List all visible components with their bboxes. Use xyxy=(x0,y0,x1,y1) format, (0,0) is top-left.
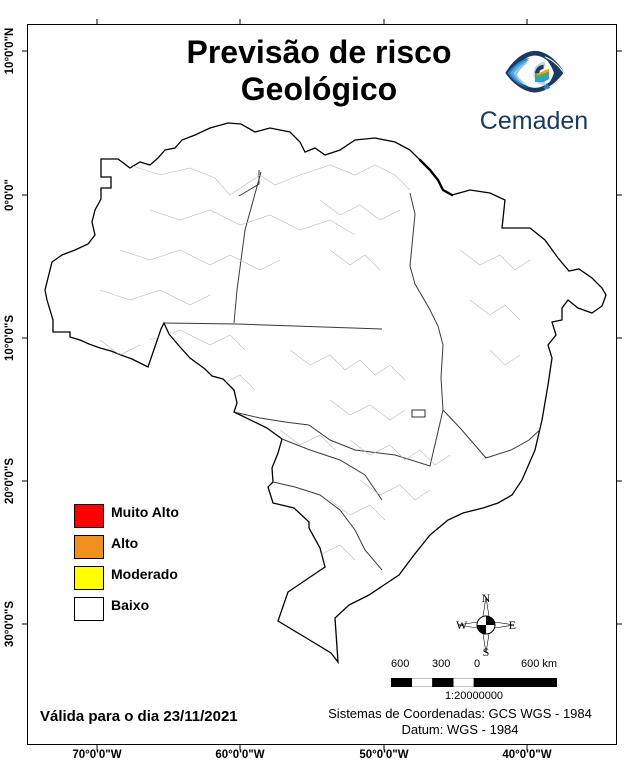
svg-text:E: E xyxy=(509,618,516,632)
svg-text:N: N xyxy=(482,593,491,605)
svg-text:W: W xyxy=(456,618,468,632)
svg-text:S: S xyxy=(483,645,490,657)
